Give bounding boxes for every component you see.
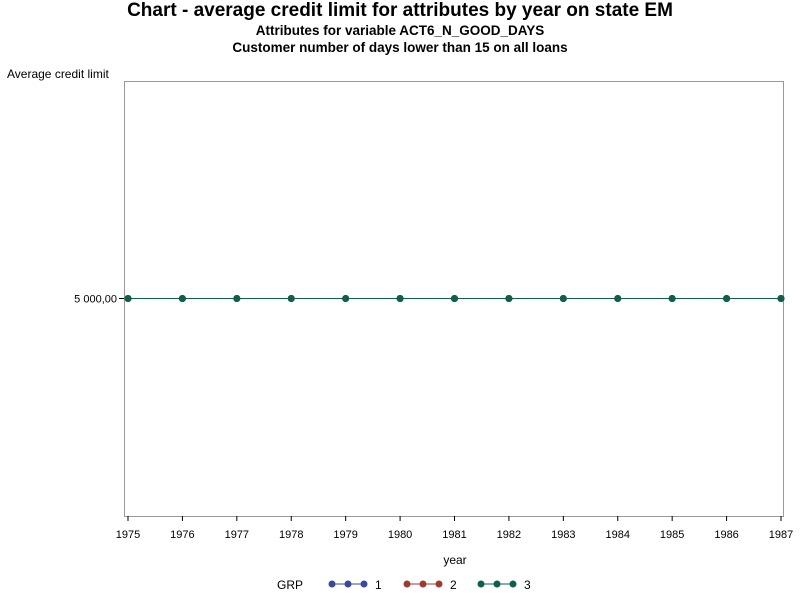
chart-subtitle-1: Attributes for variable ACT6_N_GOOD_DAYS bbox=[255, 23, 545, 38]
legend-marker-1 bbox=[344, 580, 352, 588]
legend-title: GRP bbox=[277, 578, 304, 592]
series-3-point bbox=[777, 295, 785, 302]
legend-marker-2 bbox=[435, 580, 443, 588]
legend-marker-3 bbox=[509, 580, 517, 588]
x-tick-label: 1985 bbox=[660, 529, 684, 541]
chart-subtitle-2: Customer number of days lower than 15 on… bbox=[232, 40, 568, 55]
series-3-point bbox=[668, 295, 676, 302]
x-axis-label: year bbox=[443, 553, 466, 567]
x-tick-label: 1980 bbox=[388, 529, 412, 541]
x-tick-label: 1987 bbox=[769, 529, 793, 541]
series-3-point bbox=[287, 295, 295, 302]
legend-marker-3 bbox=[477, 580, 485, 588]
x-tick-label: 1982 bbox=[497, 529, 521, 541]
x-tick-label: 1977 bbox=[225, 529, 249, 541]
x-tick-label: 1983 bbox=[551, 529, 575, 541]
legend-marker-2 bbox=[403, 580, 411, 588]
legend-marker-3 bbox=[493, 580, 501, 588]
series-3-point bbox=[396, 295, 404, 302]
series-3-point bbox=[614, 295, 622, 302]
legend-label-1: 1 bbox=[375, 578, 382, 592]
series-3-point bbox=[451, 295, 458, 302]
x-tick-label: 1975 bbox=[116, 529, 140, 541]
series-3-point bbox=[559, 295, 567, 302]
y-tick-label: 5 000,00 bbox=[74, 294, 117, 306]
chart-title: Chart - average credit limit for attribu… bbox=[127, 0, 673, 21]
series-3-point bbox=[124, 295, 132, 302]
legend-marker-2 bbox=[419, 580, 427, 588]
series-3-point bbox=[342, 295, 350, 302]
series-3-point bbox=[233, 295, 241, 302]
x-tick-label: 1986 bbox=[714, 529, 738, 541]
legend-label-2: 2 bbox=[450, 578, 457, 592]
legend-label-3: 3 bbox=[524, 578, 531, 592]
x-tick-label: 1978 bbox=[279, 529, 303, 541]
series-3-point bbox=[178, 295, 186, 302]
x-tick-label: 1981 bbox=[442, 529, 466, 541]
series-3-point bbox=[505, 295, 513, 302]
x-tick-label: 1976 bbox=[170, 529, 194, 541]
legend-marker-1 bbox=[328, 580, 336, 588]
legend-marker-1 bbox=[360, 580, 368, 588]
y-axis-label: Average credit limit bbox=[7, 67, 109, 81]
series-3-point bbox=[723, 295, 731, 302]
x-tick-label: 1984 bbox=[606, 529, 630, 541]
x-tick-label: 1979 bbox=[333, 529, 357, 541]
